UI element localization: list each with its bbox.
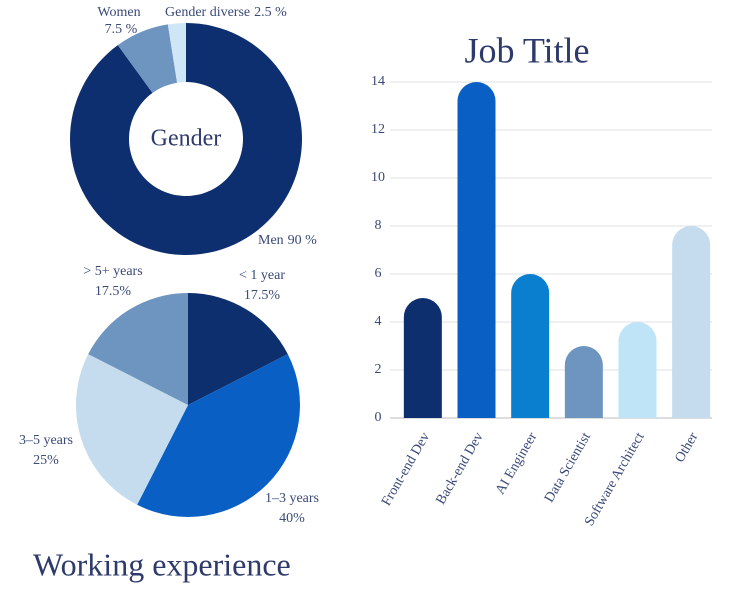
slice	[76, 354, 188, 505]
y-tick-label: 14	[371, 74, 385, 89]
y-tick-label: 8	[375, 218, 382, 233]
value-label: 17.5%	[244, 288, 281, 303]
value-label: 7.5 %	[105, 22, 138, 37]
y-tick-label: 12	[371, 122, 385, 137]
slice-label: Gender diverse 2.5 %	[165, 5, 287, 20]
value-label: 25%	[33, 453, 59, 468]
slice	[188, 293, 288, 405]
pie-title: Working experience	[33, 546, 291, 582]
y-tick-label: 2	[375, 362, 382, 377]
y-tick-label: 6	[375, 266, 382, 281]
y-tick-label: 10	[371, 170, 385, 185]
slice	[88, 293, 188, 405]
x-tick-label: Data Scientist	[542, 430, 594, 505]
x-tick-label: Back-end Dev	[434, 430, 487, 507]
slice	[117, 24, 178, 93]
x-tick-label: Other	[672, 430, 701, 465]
bar	[564, 346, 603, 418]
slice	[167, 23, 186, 83]
value-label: 90 %	[288, 233, 318, 248]
bar	[403, 298, 442, 418]
bar-title: Job Title	[464, 30, 589, 70]
category-label: 3–5 years	[19, 433, 73, 448]
x-tick-label: AI Engineer	[493, 430, 541, 497]
category-label: 1–3 years	[265, 491, 319, 506]
slice	[69, 23, 302, 255]
category-label: < 1 year	[239, 268, 285, 283]
x-tick-label: Software Architect	[582, 430, 648, 529]
value-label: 40%	[279, 511, 305, 526]
donut-title: Gender	[151, 126, 222, 152]
category-label: Gender diverse	[165, 5, 250, 20]
value-label: 2.5 %	[254, 5, 287, 20]
category-label: > 5+ years	[83, 264, 142, 279]
y-tick-label: 0	[375, 410, 382, 425]
y-tick-label: 4	[375, 314, 382, 329]
category-label: Women	[97, 5, 140, 20]
slice	[137, 354, 300, 517]
x-tick-label: Front-end Dev	[379, 430, 433, 509]
bar	[672, 226, 711, 418]
category-label: Men	[258, 233, 284, 248]
value-label: 17.5%	[95, 284, 132, 299]
bar	[511, 273, 550, 418]
bar	[618, 322, 657, 418]
bar	[457, 82, 496, 419]
slice-label: Men 90 %	[258, 233, 317, 248]
